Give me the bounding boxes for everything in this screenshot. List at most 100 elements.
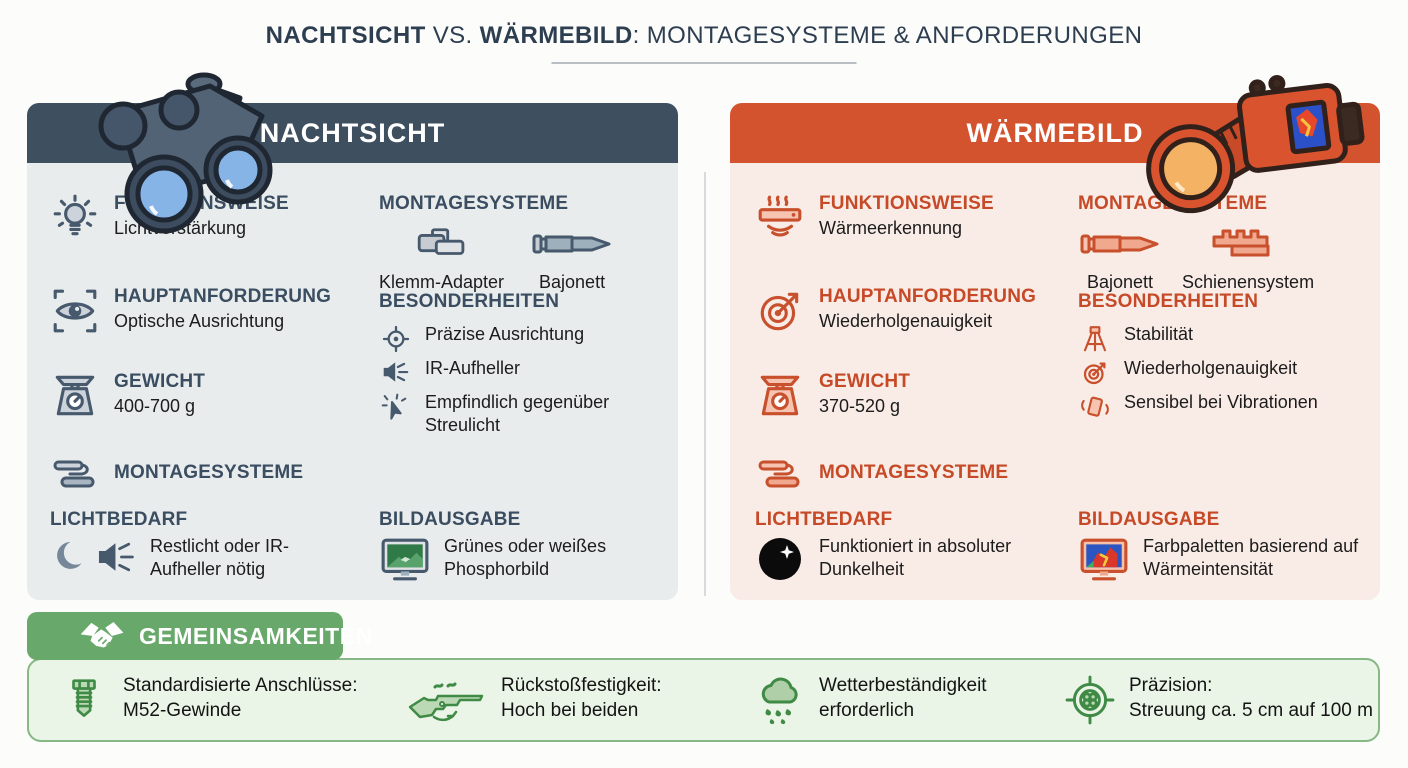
montage-option-label: Bajonett: [539, 272, 606, 292]
feature-label: GEWICHT: [819, 371, 911, 392]
title-mid: VS.: [425, 22, 480, 49]
nachtsicht-panel: NACHTSICHT FUNKTIONSWEISE Lichtverstärku…: [27, 103, 678, 600]
common-item-line2: Streuung ca. 5 cm auf 100 m: [1129, 699, 1373, 721]
feature-value: Restlicht oder IR-Aufheller nötig: [150, 536, 290, 580]
feature-value: Wärmeerkennung: [819, 218, 963, 238]
nv-hauptanforderung-row: HAUPTANFORDERUNG Optische Ausrichtung: [49, 286, 369, 336]
besonderheit-text: Sensibel bei Vibrationen: [1124, 392, 1318, 412]
common-item-line1: Wetterbeständigkeit: [819, 675, 987, 696]
montage-option: Bajonett: [530, 225, 614, 293]
common-item-anschluesse: Standardisierte Anschlüsse: M52-Gewinde: [59, 674, 357, 724]
feature-value: 400-700 g: [114, 396, 196, 416]
feature-value: Wiederholgenauigkeit: [819, 311, 993, 331]
feature-label: FUNKTIONSWEISE: [819, 193, 994, 214]
eye-scan-icon: [49, 286, 101, 336]
nv-besonderheit-item: Empfindlich gegenüber Streulicht: [379, 391, 655, 436]
common-item-praezision: Präzision: Streuung ca. 5 cm auf 100 m: [1065, 674, 1373, 726]
lightbulb-rays-icon: [49, 193, 101, 243]
green-phosphor-monitor-icon: [379, 535, 431, 585]
tripod-icon: [1078, 323, 1112, 355]
montage-option: Bajonett: [1078, 225, 1162, 293]
montage-option: Schienensystem: [1182, 225, 1314, 293]
feature-label: HAUPTANFORDERUNG: [819, 286, 1037, 307]
wb-besonderheit-item: Stabilität: [1078, 323, 1193, 355]
gemeinsamkeiten-panel: Standardisierte Anschlüsse: M52-Gewinde …: [27, 658, 1380, 742]
title-bold-waermebild: WÄRMEBILD: [479, 22, 633, 49]
montage-option-label: Bajonett: [1086, 272, 1154, 292]
ir-emitter-icon: [98, 542, 134, 572]
nv-besonderheit-item: Präzise Ausrichtung: [379, 323, 584, 355]
nv-montage-options: Klemm-Adapter Bajonett: [379, 225, 614, 293]
feature-label: GEWICHT: [114, 371, 206, 392]
besonderheit-text: Wiederholgenauigkeit: [1124, 358, 1298, 378]
wb-lichtbedarf-row: Funktioniert in absoluter Dunkelheit: [754, 535, 1094, 583]
rain-cloud-icon: [755, 674, 805, 726]
thermal-scope-illustration: [1136, 64, 1384, 222]
feature-value: Funktioniert in absoluter Dunkelheit: [819, 536, 1012, 580]
wb-besonderheiten-label: BESONDERHEITEN: [1078, 291, 1259, 312]
nv-besonderheiten-label: BESONDERHEITEN: [379, 291, 560, 312]
kitchen-scale-icon: [49, 371, 101, 421]
rifle-recoil-icon: [407, 674, 487, 724]
wb-funktionsweise-row: FUNKTIONSWEISE Wärmeerkennung: [754, 193, 1074, 243]
handshake-icon: [79, 619, 125, 653]
common-item-line1: Präzision:: [1129, 675, 1213, 696]
common-item-rueckstoss: Rückstoßfestigkeit: Hoch bei beiden: [407, 674, 662, 724]
target-dart-icon: [1078, 357, 1112, 389]
common-item-wetter: Wetterbeständigkeit erforderlich: [755, 674, 987, 726]
feature-label: MONTAGESYSTEME: [819, 462, 1009, 483]
nv-bildausgabe-label: BILDAUSGABE: [379, 509, 521, 530]
feature-label: MONTAGESYSTEME: [114, 462, 304, 483]
screw-icon: [59, 674, 109, 724]
stray-light-icon: [379, 391, 413, 425]
mount-plates-icon: [754, 456, 806, 492]
target-shots-icon: [1065, 674, 1115, 726]
common-item-line2: Hoch bei beiden: [501, 699, 639, 721]
nv-montagesysteme-label: MONTAGESYSTEME: [379, 193, 569, 214]
wb-bildausgabe-label: BILDAUSGABE: [1078, 509, 1220, 530]
rail-system-icon: [1206, 225, 1290, 268]
waermebild-panel: WÄRMEBILD FUNKTIONSWEISE Wärmeerkennung: [730, 103, 1380, 600]
nv-lichtbedarf-row: Restlicht oder IR-Aufheller nötig: [49, 535, 379, 581]
panel-divider: [704, 172, 706, 596]
crosshair-icon: [379, 323, 413, 355]
target-dart-icon: [754, 286, 806, 336]
gemeinsamkeiten-tab: GEMEINSAMKEITEN: [27, 612, 372, 660]
montage-option: Klemm-Adapter: [379, 225, 504, 293]
nv-bildausgabe-row: Grünes oder weißes Phosphorbild: [379, 535, 679, 585]
feature-value: Grünes oder weißes Phosphorbild: [444, 536, 607, 580]
wb-besonderheit-item: Wiederholgenauigkeit: [1078, 357, 1297, 389]
title-rest: : MONTAGESYSTEME & ANFORDERUNGEN: [632, 22, 1143, 49]
common-item-line1: Rückstoßfestigkeit:: [501, 675, 662, 696]
bayonet-icon: [1078, 225, 1162, 268]
wb-besonderheit-item: Sensibel bei Vibrationen: [1078, 391, 1364, 423]
moon-icon: [57, 541, 82, 569]
feature-label: HAUPTANFORDERUNG: [114, 286, 332, 307]
title-bold-nachtsicht: NACHTSICHT: [265, 22, 426, 49]
gemeinsamkeiten-title: GEMEINSAMKEITEN: [139, 622, 373, 649]
montage-option-label: Schienensystem: [1182, 272, 1315, 292]
thermal-monitor-icon: [1078, 535, 1130, 585]
wb-gewicht-row: GEWICHT 370-520 g: [754, 371, 1074, 421]
besonderheit-text: Stabilität: [1124, 324, 1194, 344]
night-vision-binoculars-illustration: [66, 70, 304, 242]
wb-lichtbedarf-label: LICHTBEDARF: [755, 509, 893, 530]
mount-plates-icon: [49, 456, 101, 492]
besonderheit-text: Empfindlich gegenüber Streulicht: [425, 392, 610, 435]
feature-value: Farbpaletten basierend auf Wärmeintensit…: [1143, 536, 1359, 580]
vibration-icon: [1078, 391, 1112, 423]
wb-hauptanforderung-row: HAUPTANFORDERUNG Wiederholgenauigkeit: [754, 286, 1074, 336]
nv-lichtbedarf-label: LICHTBEDARF: [50, 509, 188, 530]
ir-emitter-icon: [379, 357, 413, 387]
moon-and-ir-emitter-icons: [49, 535, 137, 579]
dark-circle-star-icon: [754, 535, 806, 583]
wb-bildausgabe-row: Farbpaletten basierend auf Wärmeintensit…: [1078, 535, 1378, 585]
nv-montagesysteme-row: MONTAGESYSTEME: [49, 456, 369, 492]
wb-montagesysteme-row: MONTAGESYSTEME: [754, 456, 1074, 492]
kitchen-scale-icon: [754, 371, 806, 421]
page-title: NACHTSICHT VS. WÄRMEBILD: MONTAGESYSTEME…: [0, 22, 1408, 50]
common-item-line2: M52-Gewinde: [123, 699, 242, 721]
feature-value: 370-520 g: [819, 396, 901, 416]
waermebild-title: WÄRMEBILD: [966, 117, 1144, 148]
